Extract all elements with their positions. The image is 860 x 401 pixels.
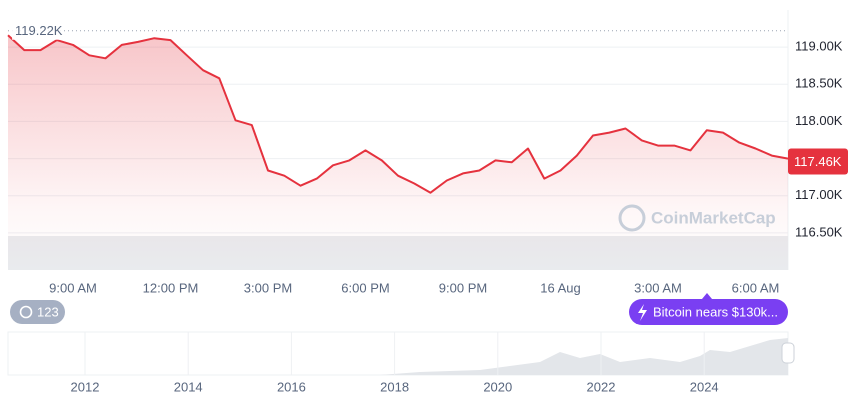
y-tick-label: 118.00K [795, 113, 843, 128]
x-tick-label: 9:00 PM [439, 280, 487, 295]
x-tick-label: 12:00 PM [143, 280, 199, 295]
max-label: 119.22K [15, 23, 63, 38]
price-line [7, 34, 789, 194]
watermark: CoinMarketCap [651, 208, 776, 227]
last-price-label: 117.46K [794, 154, 842, 169]
bolt-icon [638, 304, 647, 321]
y-tick-label: 118.50K [795, 76, 843, 91]
navigator-area [8, 338, 788, 375]
navigator-label: 2016 [277, 379, 306, 394]
news-badge[interactable] [629, 299, 788, 325]
navigator-label: 2012 [71, 379, 100, 394]
y-tick-label: 119.00K [795, 39, 843, 54]
navigator-label: 2022 [587, 379, 616, 394]
navigator-label: 2024 [690, 379, 719, 394]
navigator-label: 2020 [483, 379, 512, 394]
navigator-label: 2014 [174, 379, 203, 394]
events-count: 123 [37, 304, 59, 319]
navigator-handle[interactable] [781, 342, 795, 364]
x-tick-label: 16 Aug [540, 280, 581, 295]
x-tick-label: 3:00 PM [244, 280, 292, 295]
x-tick-label: 9:00 AM [49, 280, 97, 295]
last-price-badge [788, 148, 848, 175]
y-tick-label: 117.00K [795, 187, 843, 202]
navigator-label: 2018 [380, 379, 409, 394]
y-tick-label: 116.50K [795, 224, 843, 239]
watermark-logo [618, 204, 646, 232]
events-badge[interactable] [10, 300, 65, 324]
max-label-bg [12, 21, 64, 40]
x-tick-label: 6:00 PM [341, 280, 389, 295]
news-pointer [702, 293, 712, 299]
clock-icon [19, 305, 33, 319]
area [8, 35, 788, 270]
x-tick-label: 6:00 AM [732, 280, 780, 295]
news-text: Bitcoin nears $130k... [653, 304, 778, 319]
x-tick-label: 3:00 AM [634, 280, 682, 295]
